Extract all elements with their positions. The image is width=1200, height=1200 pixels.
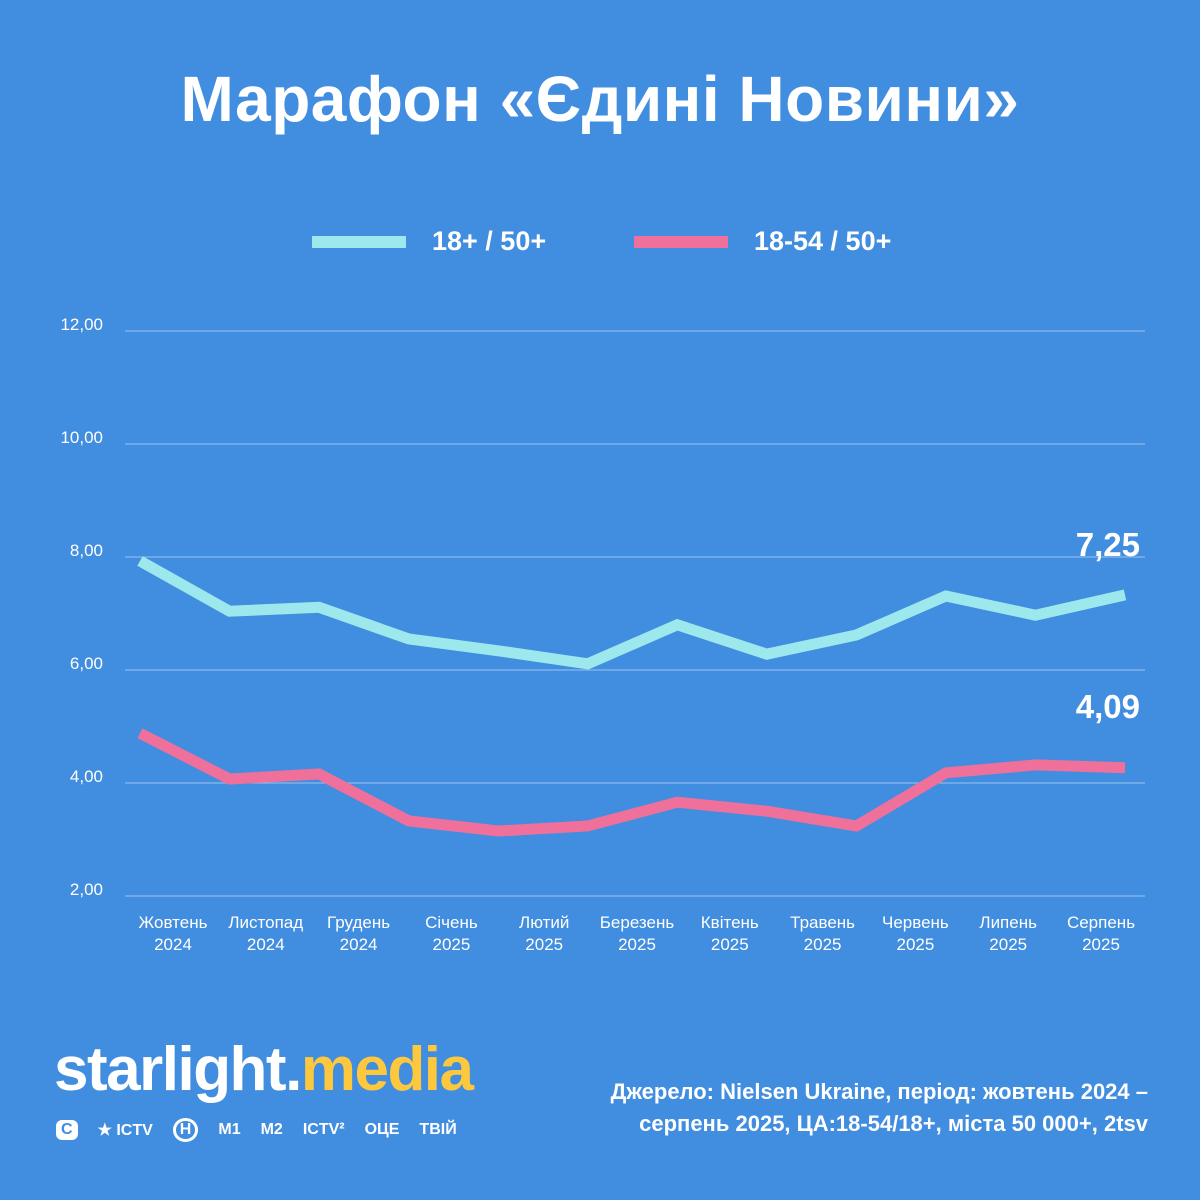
- x-tick-label: 2024: [154, 935, 192, 954]
- x-tick-label: Жовтень: [139, 913, 208, 932]
- source-line: Джерело: Nielsen Ukraine, період: жовтен…: [610, 1079, 1148, 1104]
- legend-label: 18-54 / 50+: [754, 226, 892, 256]
- channel-logo: ТВІЙ: [419, 1121, 457, 1138]
- x-tick-label: 2025: [618, 935, 656, 954]
- x-tick-label: Липень: [979, 913, 1037, 932]
- y-tick-label: 2,00: [70, 880, 103, 899]
- x-tick-label: Лютий: [519, 913, 569, 932]
- channel-logo: ICTV²: [302, 1121, 345, 1138]
- channel-logo: С: [56, 1120, 78, 1140]
- x-tick-label: Квітень: [701, 913, 759, 932]
- chart-title: Марафон «Єдині Новини»: [180, 63, 1020, 135]
- x-tick-label: Січень: [425, 913, 478, 932]
- logo-dot: .: [285, 1035, 302, 1104]
- end-value-label: 7,25: [1076, 526, 1140, 563]
- x-tick-label: 2025: [804, 935, 842, 954]
- x-tick-label: Травень: [790, 913, 855, 932]
- x-tick-label: 2025: [525, 935, 563, 954]
- x-tick-label: 2025: [432, 935, 470, 954]
- series-line-1: [137, 556, 1127, 670]
- legend-swatch: [312, 235, 406, 248]
- x-tick-label: 2025: [711, 935, 749, 954]
- channel-logo: Н: [172, 1118, 199, 1142]
- channel-logo: ★ ICTV: [97, 1122, 153, 1139]
- y-tick-label: 8,00: [70, 541, 103, 560]
- y-tick-label: 4,00: [70, 767, 103, 786]
- source-note: Джерело: Nielsen Ukraine, період: жовтен…: [468, 1076, 1148, 1140]
- channel-logo: М2: [260, 1121, 283, 1138]
- starlight-media-logo: starlight.media: [54, 1034, 474, 1105]
- legend-item-18plus: 18+ / 50+: [312, 226, 546, 257]
- line-chart: 2,00 4,00 6,00 8,00 10,00 12,00 Жовтень 2024 Лис…: [60, 315, 1145, 954]
- x-tick-label: 2024: [247, 935, 285, 954]
- x-tick-label: Грудень: [327, 913, 390, 932]
- channel-logo: ОЦЕ: [364, 1121, 400, 1138]
- x-tick-label: Березень: [600, 913, 675, 932]
- legend-swatch: [634, 235, 728, 248]
- logo-text-media: media: [300, 1035, 474, 1104]
- legend: 18+ / 50+ 18-54 / 50+: [0, 226, 1200, 262]
- source-line: серпень 2025, ЦА:18-54/18+, міста 50 000…: [639, 1111, 1148, 1136]
- x-tick-label: Листопад: [228, 913, 303, 932]
- y-tick-label: 12,00: [60, 315, 103, 334]
- legend-item-18-54: 18-54 / 50+: [634, 226, 891, 257]
- y-tick-label: 6,00: [70, 654, 103, 673]
- x-tick-label: 2025: [896, 935, 934, 954]
- channel-logo: М1: [218, 1121, 241, 1138]
- series-line-2: [137, 728, 1126, 837]
- x-tick-label: 2025: [989, 935, 1027, 954]
- logo-text: starlight: [54, 1035, 287, 1104]
- x-tick-label: 2025: [1082, 935, 1120, 954]
- end-value-label: 4,09: [1076, 688, 1140, 725]
- x-tick-label: 2024: [340, 935, 378, 954]
- x-tick-label: Червень: [882, 913, 949, 932]
- x-tick-label: Серпень: [1067, 913, 1135, 932]
- channel-logos: С ★ ICTV Н М1 М2 ICTV² ОЦЕ ТВІЙ: [56, 1118, 457, 1142]
- y-tick-label: 10,00: [60, 428, 103, 447]
- legend-label: 18+ / 50+: [432, 226, 547, 256]
